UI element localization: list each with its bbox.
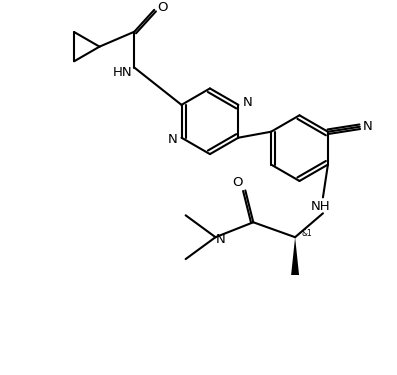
Text: N: N — [243, 96, 252, 109]
Text: HN: HN — [113, 66, 132, 79]
Text: N: N — [168, 133, 177, 146]
Text: NH: NH — [311, 200, 331, 213]
Text: O: O — [157, 2, 168, 14]
Text: N: N — [363, 120, 373, 133]
Polygon shape — [291, 237, 299, 275]
Text: N: N — [216, 232, 225, 246]
Text: &1: &1 — [302, 229, 312, 238]
Text: O: O — [232, 176, 243, 189]
